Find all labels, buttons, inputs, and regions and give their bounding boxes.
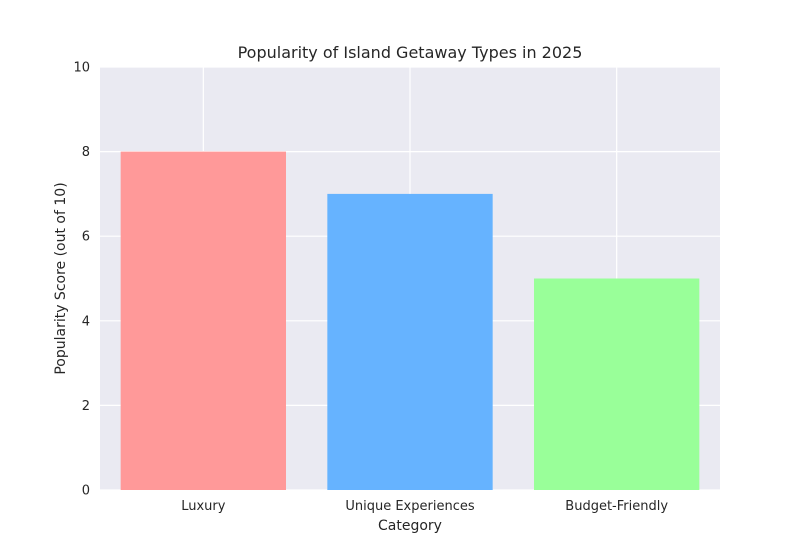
y-tick-label: 2 — [82, 399, 90, 414]
y-tick-label: 4 — [82, 314, 90, 329]
y-tick-label: 6 — [82, 230, 90, 245]
y-tick-label: 0 — [82, 484, 90, 499]
bar-unique-experiences — [327, 193, 493, 490]
y-tick-label: 10 — [73, 61, 90, 76]
x-tick-label: Unique Experiences — [345, 499, 474, 514]
x-axis-label: Category — [378, 518, 442, 534]
bar-luxury — [120, 151, 287, 490]
y-tick-label: 8 — [82, 145, 90, 160]
bar-budget-friendly — [534, 278, 700, 490]
x-axis-ticks: Luxury Unique Experiences Budget-Friendly — [181, 499, 668, 514]
chart-title: Popularity of Island Getaway Types in 20… — [238, 43, 583, 62]
y-axis-label: Popularity Score (out of 10) — [53, 182, 69, 374]
x-tick-label: Luxury — [181, 499, 226, 514]
y-axis-ticks: 0 2 4 6 8 10 — [73, 61, 90, 499]
x-tick-label: Budget-Friendly — [565, 499, 668, 514]
bars — [120, 151, 700, 490]
